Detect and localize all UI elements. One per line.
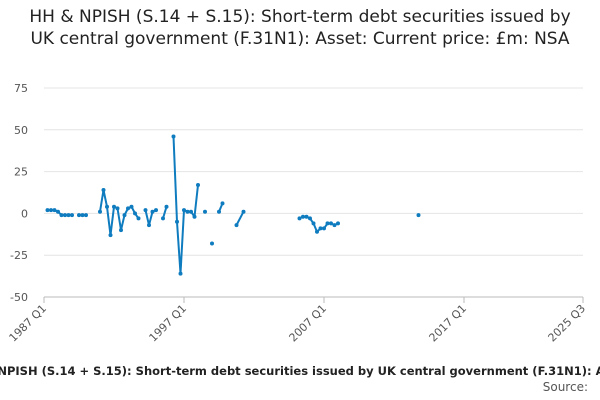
y-axis-ticks: 75 50 25 0 -25 -50 [10, 82, 28, 304]
series-points [45, 134, 421, 276]
line-chart: 75 50 25 0 -25 -50 1987 Q1 1997 Q1 2007 Q1 2017 … [7, 82, 589, 345]
series-line [235, 211, 245, 226]
data-point [210, 241, 214, 246]
x-tick-label: 1997 Q1 [147, 302, 190, 345]
source-label: Source: [542, 380, 588, 394]
data-point [56, 209, 60, 214]
x-tick-label: 2025 Q3 [546, 302, 589, 345]
data-point [192, 214, 197, 219]
data-point [101, 188, 106, 192]
data-point [84, 213, 88, 218]
legend: HH & NPISH (S.14 + S.15): Short-term deb… [0, 362, 600, 380]
data-point [308, 216, 312, 221]
series-line [162, 206, 168, 219]
y-tick-label: 25 [14, 166, 28, 179]
data-point [108, 233, 113, 238]
data-point [217, 209, 221, 214]
data-point [220, 201, 225, 206]
data-point [178, 271, 183, 276]
data-point [80, 213, 85, 218]
data-point [182, 208, 186, 213]
series-line [99, 189, 140, 237]
data-point [143, 208, 148, 213]
data-point [203, 209, 207, 214]
data-point [329, 221, 333, 226]
data-point [147, 223, 151, 228]
x-tick-label: 2007 Q1 [287, 302, 330, 345]
chart-title: HH & NPISH (S.14 + S.15): Short-term deb… [29, 7, 571, 49]
data-point [133, 211, 137, 216]
data-point [416, 213, 421, 218]
data-point [297, 216, 302, 221]
x-tick-label: 2017 Q1 [427, 302, 470, 345]
data-point [49, 208, 53, 213]
data-point [45, 208, 50, 213]
data-point [311, 221, 316, 226]
data-point [332, 223, 337, 228]
data-point [304, 214, 309, 219]
data-point [105, 204, 109, 209]
data-point [112, 204, 116, 209]
y-tick-label: -25 [10, 249, 28, 262]
data-point [322, 226, 326, 231]
data-point [234, 223, 239, 228]
y-tick-label: 0 [21, 207, 28, 220]
data-point [325, 221, 330, 226]
data-point [336, 221, 340, 226]
data-point [126, 206, 130, 211]
data-point [185, 209, 190, 214]
data-point [115, 206, 120, 211]
data-point [318, 226, 323, 231]
data-point [122, 213, 127, 218]
data-point [129, 204, 134, 209]
gridlines [44, 87, 583, 298]
data-point [171, 134, 176, 139]
data-point [52, 208, 57, 213]
data-point [161, 216, 165, 221]
y-tick-label: 75 [14, 82, 28, 95]
data-point [196, 183, 200, 187]
x-tick-label: 1987 Q1 [7, 302, 50, 345]
data-point [154, 208, 158, 213]
data-point [70, 213, 74, 218]
y-tick-label: 50 [14, 124, 28, 137]
data-point [136, 216, 141, 221]
data-point [119, 228, 123, 233]
data-point [189, 209, 193, 214]
data-point [98, 209, 102, 214]
data-point [175, 219, 179, 224]
data-point [59, 213, 64, 218]
y-tick-label: -50 [10, 291, 28, 304]
data-point [315, 229, 319, 234]
data-point [150, 209, 155, 214]
data-point [301, 214, 305, 219]
series-line [172, 136, 199, 275]
data-point [164, 204, 169, 209]
data-point [241, 209, 246, 214]
series-lines [47, 136, 339, 275]
data-point [77, 213, 81, 218]
x-axis: 1987 Q1 1997 Q1 2007 Q1 2017 Q1 2025 Q3 [7, 296, 589, 345]
data-point [66, 213, 71, 218]
data-point [63, 213, 67, 218]
legend-series-label: HH & NPISH (S.14 + S.15): Short-term deb… [0, 364, 600, 378]
